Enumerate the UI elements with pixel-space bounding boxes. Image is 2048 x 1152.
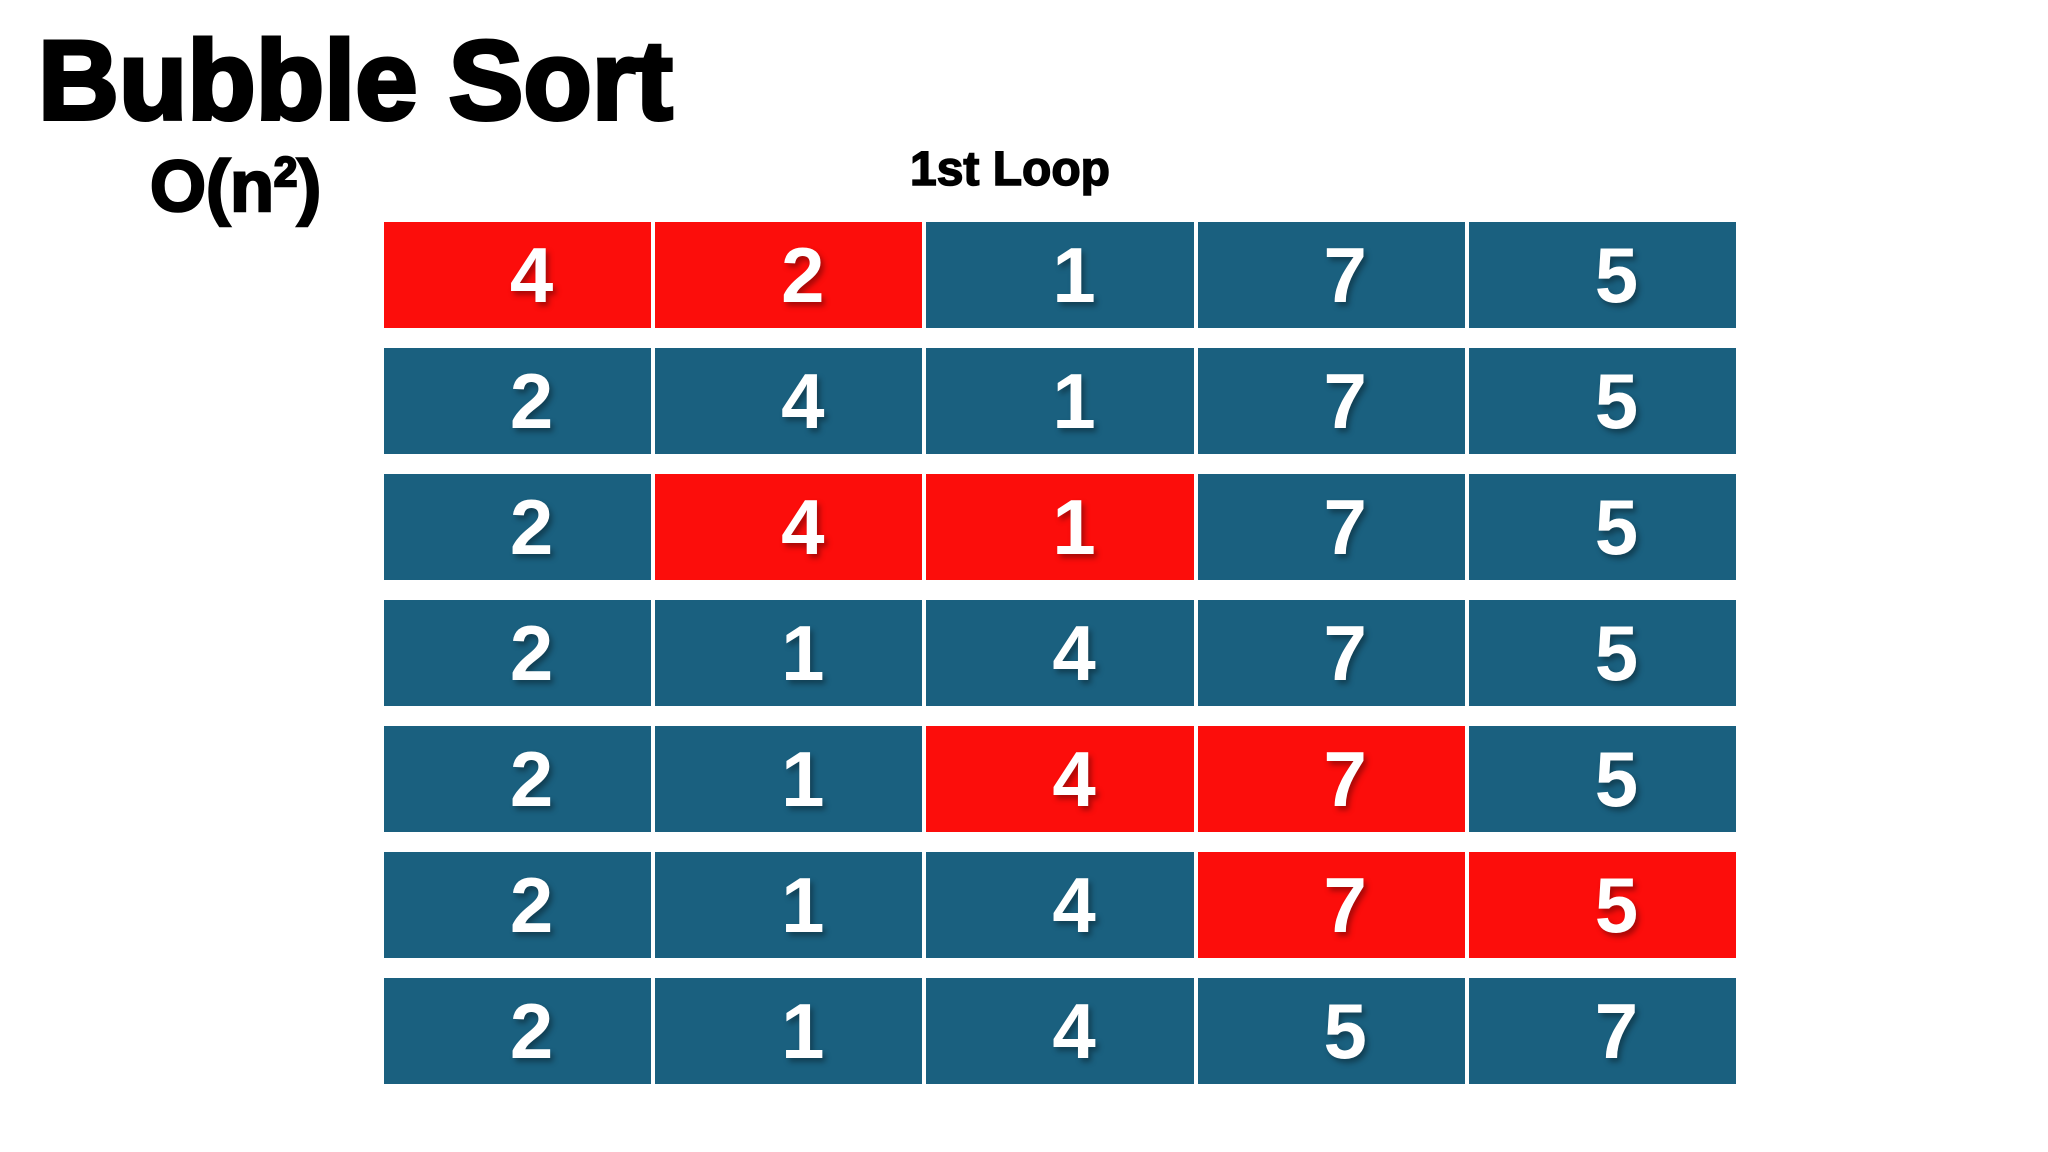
grid-cell: 2 <box>384 600 652 706</box>
complexity-suffix: ) <box>296 146 322 229</box>
grid-cell: 5 <box>1468 726 1737 832</box>
complexity-prefix: O(n <box>149 146 275 229</box>
grid-row: 2 4 1 7 5 <box>384 348 1737 454</box>
grid-cell: 7 <box>1468 978 1737 1084</box>
cell-value: 1 <box>1052 482 1096 571</box>
grid-cell-highlighted: 7 <box>1197 726 1465 832</box>
cell-value: 7 <box>1323 356 1367 445</box>
cell-value: 2 <box>509 986 554 1075</box>
cell-value: 4 <box>1052 608 1096 697</box>
cell-value: 5 <box>1594 356 1639 445</box>
cell-value: 5 <box>1594 608 1639 697</box>
cell-value: 2 <box>509 608 554 697</box>
cell-value: 4 <box>781 482 825 571</box>
cell-value: 4 <box>1052 860 1096 949</box>
cell-value: 2 <box>509 734 554 823</box>
grid-row: 2 1 4 7 5 <box>384 852 1737 958</box>
cell-value: 7 <box>1594 986 1639 1075</box>
grid-cell-highlighted: 7 <box>1197 852 1465 958</box>
grid-row: 2 1 4 7 5 <box>384 600 1737 706</box>
cell-value: 7 <box>1323 230 1367 319</box>
grid-cell-highlighted: 4 <box>655 474 923 580</box>
grid-cell-highlighted: 1 <box>926 474 1194 580</box>
grid-cell: 5 <box>1468 600 1737 706</box>
grid-row: 4 2 1 7 5 <box>384 222 1737 328</box>
grid-cell: 5 <box>1197 978 1465 1084</box>
grid-cell: 4 <box>926 600 1194 706</box>
cell-value: 7 <box>1323 482 1367 571</box>
grid-cell: 4 <box>655 348 923 454</box>
grid-cell: 7 <box>1197 222 1465 328</box>
cell-value: 7 <box>1323 608 1367 697</box>
grid-cell-highlighted: 2 <box>655 222 923 328</box>
grid-cell: 1 <box>655 978 923 1084</box>
cell-value: 2 <box>509 356 554 445</box>
cell-value: 2 <box>509 482 554 571</box>
grid-cell: 5 <box>1468 348 1737 454</box>
cell-value: 1 <box>781 986 825 1075</box>
cell-value: 4 <box>781 356 825 445</box>
grid-cell: 2 <box>384 852 652 958</box>
loop-label: 1st Loop <box>909 142 1111 197</box>
grid-row: 2 1 4 5 7 <box>384 978 1737 1084</box>
cell-value: 5 <box>1594 230 1639 319</box>
grid-cell-highlighted: 4 <box>384 222 652 328</box>
cell-value: 1 <box>781 734 825 823</box>
grid-cell: 7 <box>1197 348 1465 454</box>
grid-cell-highlighted: 4 <box>926 726 1194 832</box>
cell-value: 1 <box>1052 230 1096 319</box>
page-title: Bubble Sort <box>36 18 675 143</box>
grid-cell: 2 <box>384 348 652 454</box>
grid-cell: 1 <box>655 852 923 958</box>
cell-value: 2 <box>509 860 554 949</box>
cell-value: 2 <box>781 230 825 319</box>
grid-row: 2 1 4 7 5 <box>384 726 1737 832</box>
cell-value: 1 <box>781 860 825 949</box>
grid-cell: 1 <box>926 348 1194 454</box>
grid-cell: 1 <box>926 222 1194 328</box>
grid-cell: 2 <box>384 978 652 1084</box>
cell-value: 1 <box>1052 356 1096 445</box>
grid-cell: 7 <box>1197 600 1465 706</box>
cell-value: 5 <box>1323 986 1367 1075</box>
grid-cell: 7 <box>1197 474 1465 580</box>
cell-value: 4 <box>1052 986 1096 1075</box>
complexity-label: O(n2) <box>149 146 323 229</box>
cell-value: 5 <box>1594 860 1639 949</box>
cell-value: 5 <box>1594 482 1639 571</box>
grid-cell: 1 <box>655 600 923 706</box>
grid-row: 2 4 1 7 5 <box>384 474 1737 580</box>
grid-cell: 2 <box>384 726 652 832</box>
grid-cell: 4 <box>926 852 1194 958</box>
grid-cell: 5 <box>1468 474 1737 580</box>
grid-cell: 4 <box>926 978 1194 1084</box>
cell-value: 7 <box>1323 734 1367 823</box>
grid-cell: 5 <box>1468 222 1737 328</box>
grid-cell-highlighted: 5 <box>1468 852 1737 958</box>
complexity-exponent: 2 <box>273 148 299 195</box>
cell-value: 4 <box>509 230 554 319</box>
grid-cell: 2 <box>384 474 652 580</box>
cell-value: 1 <box>781 608 825 697</box>
sort-grid: 4 2 1 7 5 2 4 1 7 5 2 4 1 7 5 2 1 4 7 5 2 1 4 7 5 2 1 4 7 5 2 1 4 5 7 <box>384 222 1737 1084</box>
cell-value: 7 <box>1323 860 1367 949</box>
grid-cell: 1 <box>655 726 923 832</box>
cell-value: 5 <box>1594 734 1639 823</box>
cell-value: 4 <box>1052 734 1096 823</box>
